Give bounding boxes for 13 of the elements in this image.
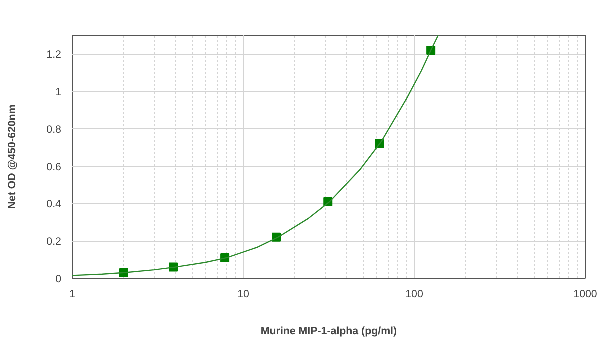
y-tick-label: 0.6 xyxy=(46,161,62,174)
x-tick-label: 100 xyxy=(406,288,424,300)
y-tick-label: 0 xyxy=(56,274,62,286)
y-tick-label: 1.2 xyxy=(46,49,62,62)
y-tick-label: 0.4 xyxy=(46,198,62,211)
x-tick-label: 10 xyxy=(238,288,250,300)
x-tick-label: 1000 xyxy=(574,288,598,300)
y-axis-title: Net OD @450-620nm xyxy=(6,104,19,210)
x-tick-label: 1 xyxy=(70,288,76,300)
y-tick-label: 1 xyxy=(56,86,62,99)
y-tick-label: 0.8 xyxy=(46,124,62,136)
y-tick-label: 0.2 xyxy=(46,236,62,248)
x-axis-title: Murine MIP-1-alpha (pg/ml) xyxy=(260,326,398,338)
